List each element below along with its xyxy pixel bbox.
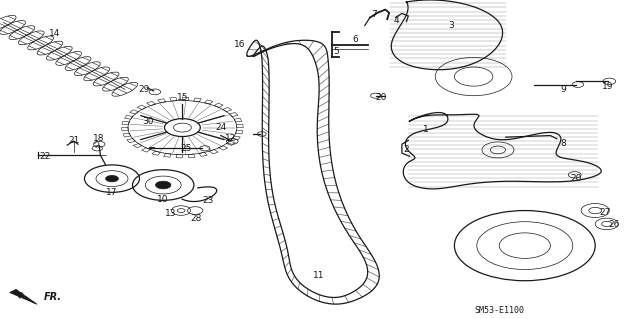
Text: 16: 16 — [234, 40, 246, 49]
Text: FR.: FR. — [44, 292, 61, 302]
Text: 25: 25 — [180, 144, 191, 153]
Text: 17: 17 — [106, 189, 118, 197]
Text: 22: 22 — [39, 152, 51, 161]
Text: 3: 3 — [449, 21, 454, 30]
Text: 13: 13 — [165, 209, 177, 218]
Text: 26: 26 — [609, 220, 620, 229]
Text: 12: 12 — [225, 134, 236, 143]
Text: 29: 29 — [138, 85, 150, 94]
Text: 5: 5 — [333, 47, 339, 56]
Text: 10: 10 — [157, 195, 169, 204]
Text: 2: 2 — [404, 145, 409, 154]
Text: 14: 14 — [49, 29, 60, 38]
Text: 20: 20 — [375, 93, 387, 102]
Text: 15: 15 — [177, 93, 188, 102]
Text: 11: 11 — [313, 271, 324, 280]
Text: 1: 1 — [423, 125, 428, 134]
Polygon shape — [10, 289, 37, 304]
Text: 8: 8 — [561, 139, 566, 148]
Text: 28: 28 — [191, 214, 202, 223]
Text: 24: 24 — [215, 123, 227, 132]
Text: 27: 27 — [599, 208, 611, 217]
Text: 7: 7 — [372, 10, 377, 19]
Text: 4: 4 — [394, 16, 399, 25]
Text: 9: 9 — [561, 85, 566, 94]
Text: 20: 20 — [570, 174, 582, 183]
Text: 23: 23 — [202, 197, 214, 205]
Circle shape — [106, 175, 118, 182]
Text: 21: 21 — [68, 136, 79, 145]
Circle shape — [156, 181, 171, 189]
Text: 18: 18 — [93, 134, 105, 143]
Text: 30: 30 — [143, 117, 154, 126]
Text: 19: 19 — [602, 82, 614, 91]
Text: SM53-E1100: SM53-E1100 — [474, 306, 524, 315]
Text: 6: 6 — [353, 35, 358, 44]
